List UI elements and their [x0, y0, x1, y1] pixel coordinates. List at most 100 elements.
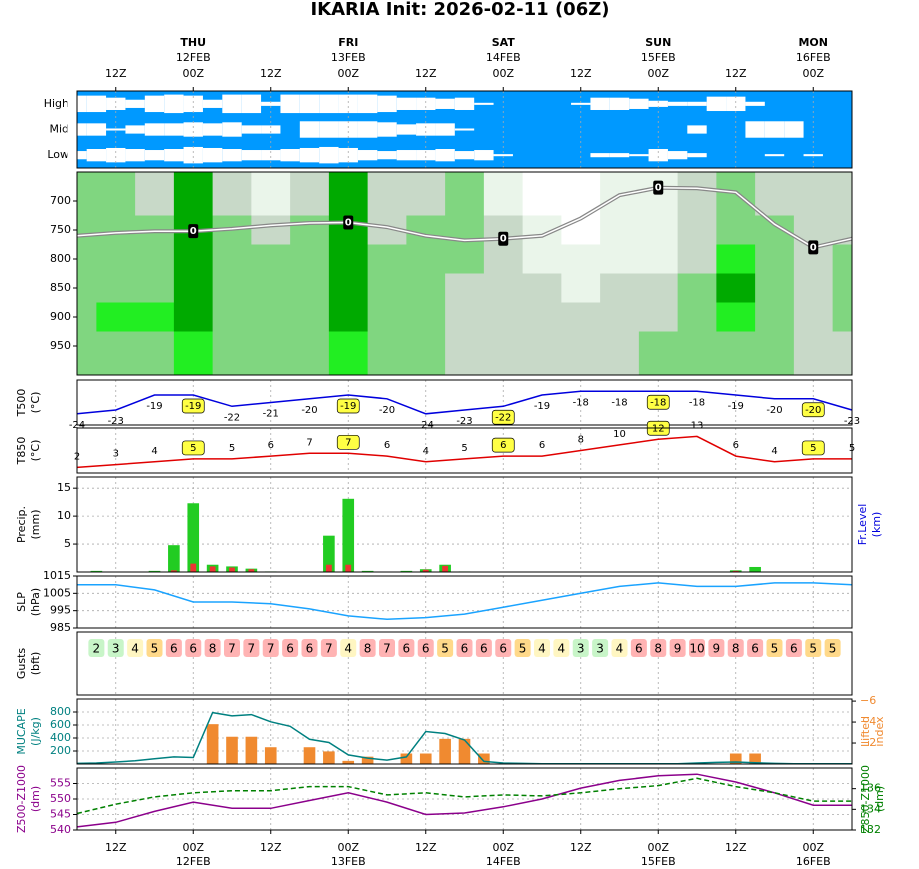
value-label: -21 [263, 409, 279, 420]
y2-tick-label: −6 [860, 694, 876, 707]
rh-cell [716, 244, 756, 274]
rh-cell [755, 331, 795, 376]
y2-tick-label: 132 [860, 823, 881, 836]
cloud-block [571, 102, 591, 105]
cloud-block [803, 154, 823, 157]
cloud-block [299, 94, 320, 114]
y-axis-label: (J/kg) [29, 717, 42, 746]
rh-cell [328, 172, 369, 216]
y-tick-label: 555 [50, 777, 71, 790]
gust-label: 6 [790, 642, 798, 656]
rh-cell [173, 244, 214, 274]
li-bar [361, 756, 374, 764]
cloud-block [183, 146, 203, 164]
cloud-block [357, 150, 378, 161]
gust-box [689, 639, 705, 657]
cape-line [76, 711, 852, 765]
y-tick-label: 850 [50, 281, 71, 294]
gust-label: 7 [383, 642, 391, 656]
y-tick-label: 5 [64, 537, 71, 550]
rh-cell [522, 273, 562, 303]
value-label: 5 [810, 443, 816, 454]
rh-cell [77, 244, 97, 274]
x-tick-label-top: 12Z [570, 67, 592, 80]
value-label: -19 [185, 401, 201, 412]
x-tick-label-top: 12Z [725, 67, 747, 80]
gust-box [766, 639, 783, 657]
rh-cell [561, 273, 601, 303]
gust-box [747, 639, 764, 657]
x-tick-label: 00Z [492, 841, 514, 854]
precip-bar [187, 503, 200, 572]
freezing-level-core [76, 186, 853, 249]
gust-box [630, 639, 647, 657]
rh-cell [561, 244, 601, 274]
precip-bar [148, 570, 161, 572]
cloud-block [202, 99, 223, 108]
rh-cell [251, 302, 291, 332]
rh-cell [290, 215, 330, 245]
y-tick-label: 700 [50, 194, 71, 207]
y2-axis-label: Z850-Z1000 [859, 765, 872, 833]
cloud-block [222, 122, 242, 137]
y2-axis-label: (dm) [873, 786, 886, 812]
rh-cell [793, 273, 834, 303]
cloud-block [435, 98, 455, 109]
gust-box [243, 639, 260, 657]
cloud-block [106, 147, 126, 163]
cloud-block [125, 125, 145, 134]
cloud-block [377, 95, 397, 113]
gust-label: 5 [519, 642, 527, 656]
y-tick-label: 950 [50, 339, 71, 352]
cloud-block [144, 150, 165, 161]
gust-label: 5 [771, 642, 779, 656]
gust-box [437, 639, 454, 657]
y-axis-label: (dm) [29, 786, 42, 812]
rh-cell [600, 215, 640, 245]
cloud-block [202, 123, 223, 136]
x-tick-label-top: 12Z [105, 67, 127, 80]
rh-cell [77, 302, 97, 332]
gust-box [456, 639, 473, 657]
rh-cell [522, 244, 562, 274]
gust-label: 4 [616, 642, 624, 656]
rh-cell [600, 331, 640, 376]
day-label: SAT [492, 36, 516, 49]
gust-label: 6 [189, 642, 197, 656]
y-axis-label: Z500-Z1000 [15, 765, 28, 833]
rh-cell [212, 244, 252, 274]
value-label: -20 [379, 405, 395, 416]
value-label: 4 [151, 446, 157, 457]
li-bar [478, 753, 490, 764]
gust-label: 5 [441, 642, 449, 656]
rh-cell [96, 302, 136, 332]
x-tick-label: 12Z [105, 841, 127, 854]
y-tick-label: 1015 [43, 569, 71, 582]
rh-cell [445, 244, 485, 274]
y-axis-label: MUCAPE [15, 708, 28, 754]
cloud-block [609, 97, 630, 110]
value-label: 12 [652, 423, 665, 434]
cloud-block [629, 98, 649, 109]
rh-cell [96, 244, 136, 274]
rh-cell [793, 302, 834, 332]
cloud-block [416, 150, 436, 161]
y-tick-label: 985 [50, 621, 71, 634]
rh-cell [328, 302, 369, 332]
gust-box [359, 639, 376, 657]
x-tick-label: 00Z [182, 841, 204, 854]
value-label: 4 [771, 446, 777, 457]
y-tick-label: 800 [50, 252, 71, 265]
day-label: MON [798, 36, 828, 49]
rh-cell [96, 273, 136, 303]
label-box [491, 437, 515, 453]
rh-cell [445, 302, 485, 332]
gust-label: 9 [674, 642, 682, 656]
cloud-block [319, 146, 339, 164]
gust-box [592, 639, 609, 657]
value-label: 6 [500, 440, 506, 451]
gust-box [805, 639, 822, 657]
gust-box [340, 639, 357, 657]
panel-frame [76, 575, 853, 629]
rh-cell [677, 302, 717, 332]
